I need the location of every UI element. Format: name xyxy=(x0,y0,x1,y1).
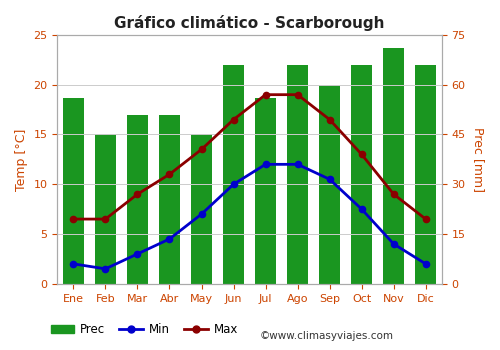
Bar xyxy=(95,134,116,284)
Text: ©www.climasyviajes.com: ©www.climasyviajes.com xyxy=(260,331,394,341)
Bar xyxy=(351,65,372,284)
Bar xyxy=(255,98,276,284)
Y-axis label: Temp [°C]: Temp [°C] xyxy=(15,128,28,190)
Legend: Prec, Min, Max: Prec, Min, Max xyxy=(46,318,242,341)
Bar xyxy=(191,134,212,284)
Bar xyxy=(287,65,308,284)
Bar xyxy=(63,98,84,284)
Bar xyxy=(416,65,436,284)
Bar xyxy=(384,48,404,284)
Y-axis label: Prec [mm]: Prec [mm] xyxy=(472,127,485,192)
Bar xyxy=(319,85,340,284)
Bar xyxy=(127,114,148,284)
Bar xyxy=(223,65,244,284)
Title: Gráfico climático - Scarborough: Gráfico climático - Scarborough xyxy=(114,15,385,31)
Bar xyxy=(159,114,180,284)
